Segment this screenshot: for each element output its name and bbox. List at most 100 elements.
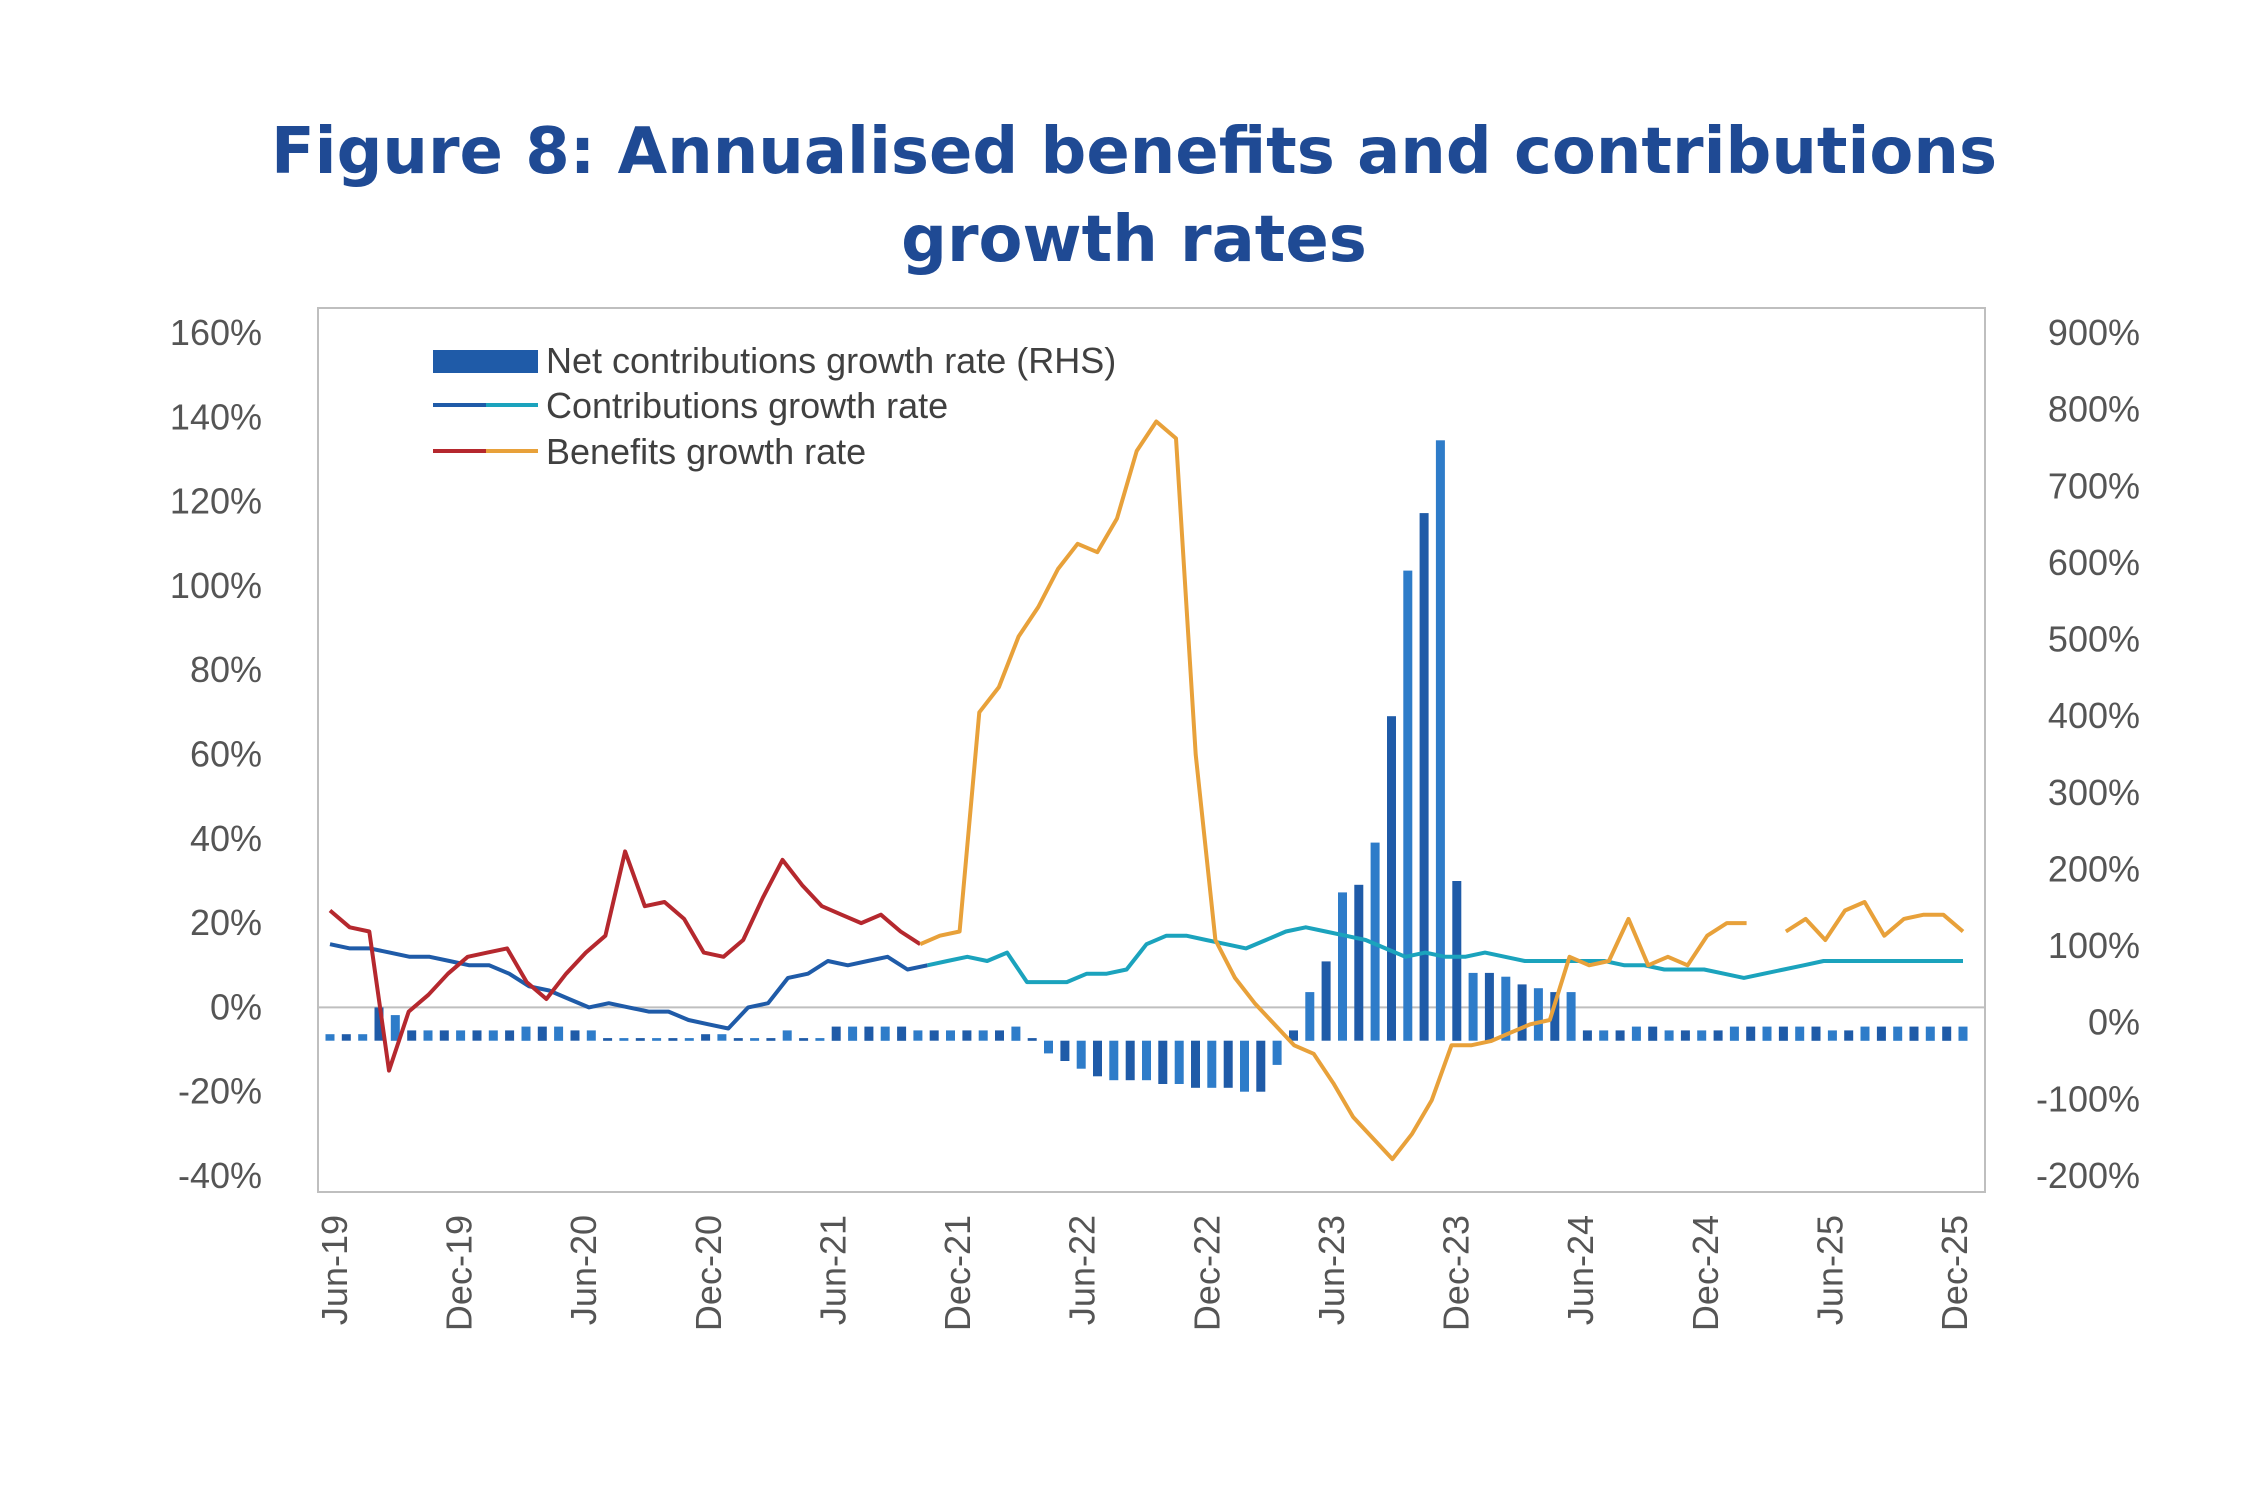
net-contributions-bar xyxy=(1321,961,1331,1041)
net-contributions-bar xyxy=(1305,992,1315,1041)
contributions-growth-line xyxy=(329,942,928,1031)
legend-swatch-net-contributions xyxy=(433,350,538,373)
y-left-tick-label: 60% xyxy=(190,734,262,775)
y-left-tick-label: 20% xyxy=(190,902,262,943)
net-contributions-bar xyxy=(1076,1040,1086,1069)
chart-title: Figure 8: Annualised benefits and contri… xyxy=(0,108,2268,284)
net-contributions-bar xyxy=(554,1026,564,1041)
net-contributions-bar xyxy=(423,1030,433,1041)
net-contributions-bar xyxy=(1174,1040,1184,1084)
net-contributions-bar xyxy=(684,1038,694,1041)
net-contributions-bar xyxy=(1893,1026,1903,1041)
net-contributions-bar xyxy=(1354,884,1364,1041)
net-contributions-bar xyxy=(897,1026,907,1041)
net-contributions-bar xyxy=(1615,1030,1625,1041)
net-contributions-bar xyxy=(505,1030,515,1041)
x-tick-label: Jun-19 xyxy=(314,1215,355,1325)
net-contributions-bar xyxy=(374,1007,384,1041)
y-right-tick-label: 500% xyxy=(2048,619,2140,660)
benefits-growth-line xyxy=(328,849,922,1073)
net-contributions-bar xyxy=(603,1038,613,1041)
net-contributions-bar xyxy=(1158,1040,1168,1084)
legend-label-benefits: Benefits growth rate xyxy=(546,431,866,472)
net-contributions-bar xyxy=(1909,1026,1919,1041)
legend-label-net-contributions: Net contributions growth rate (RHS) xyxy=(546,340,1116,381)
net-contributions-bar xyxy=(1517,984,1527,1041)
y-right-tick-label: 300% xyxy=(2048,772,2140,813)
net-contributions-bar xyxy=(488,1030,498,1041)
net-contributions-bar xyxy=(1729,1026,1739,1041)
legend-label-contributions: Contributions growth rate xyxy=(546,385,948,426)
net-contributions-bar xyxy=(570,1030,580,1041)
y-left-tick-label: 140% xyxy=(170,396,262,437)
x-tick-label: Dec-21 xyxy=(937,1215,978,1331)
x-tick-label: Dec-25 xyxy=(1934,1215,1975,1331)
y-right-tick-label: 400% xyxy=(2048,695,2140,736)
net-contributions-bar xyxy=(1697,1030,1707,1041)
x-tick-label: Dec-23 xyxy=(1436,1215,1477,1331)
net-contributions-bar xyxy=(1778,1026,1788,1041)
net-contributions-bar xyxy=(733,1038,743,1041)
net-contributions-bar xyxy=(1142,1040,1151,1081)
net-contributions-bar xyxy=(1338,892,1347,1041)
net-contributions-bar xyxy=(1942,1026,1952,1041)
contributions-growth-line xyxy=(926,925,1963,985)
net-contributions-bar xyxy=(1403,570,1413,1041)
net-contributions-bar xyxy=(1550,992,1560,1041)
net-contributions-bar xyxy=(1958,1026,1968,1041)
net-contributions-bar xyxy=(1533,988,1543,1041)
net-contributions-bar xyxy=(1223,1040,1233,1088)
net-contributions-bar xyxy=(913,1030,923,1041)
net-contributions-bar xyxy=(1011,1026,1021,1041)
chart-title-line-2: growth rates xyxy=(901,203,1367,277)
net-contributions-bar xyxy=(635,1038,645,1041)
net-contributions-bar xyxy=(1827,1030,1837,1041)
net-contributions-bar xyxy=(766,1038,776,1041)
y-right-tick-label: 900% xyxy=(2048,312,2140,353)
y-left-tick-label: -40% xyxy=(178,1155,262,1196)
net-contributions-bar xyxy=(1207,1040,1217,1088)
net-contributions-bar xyxy=(652,1038,662,1041)
net-contributions-bar xyxy=(1501,976,1511,1041)
x-tick-label: Jun-23 xyxy=(1311,1215,1352,1325)
net-contributions-bar xyxy=(586,1030,596,1041)
y-right-tick-label: -200% xyxy=(2036,1155,2140,1196)
net-contributions-bar xyxy=(1746,1026,1756,1041)
x-tick-label: Jun-24 xyxy=(1560,1215,1601,1325)
net-contributions-bar xyxy=(456,1030,466,1041)
net-contributions-bar xyxy=(1876,1026,1886,1041)
net-contributions-bar xyxy=(1256,1040,1266,1092)
net-contributions-bar xyxy=(1109,1040,1119,1081)
y-left-tick-label: 120% xyxy=(170,481,262,522)
y-right-tick-label: 200% xyxy=(2048,849,2140,890)
net-contributions-bar xyxy=(701,1034,711,1041)
net-contributions-bar xyxy=(1272,1040,1282,1065)
y-left-tick-label: 100% xyxy=(170,565,262,606)
net-contributions-bar xyxy=(1860,1026,1870,1041)
net-contributions-bar xyxy=(962,1030,972,1041)
y-left-tick-label: 160% xyxy=(170,312,262,353)
x-tick-label: Dec-20 xyxy=(688,1215,729,1331)
x-tick-label: Jun-21 xyxy=(813,1215,854,1325)
net-contributions-bar xyxy=(325,1034,335,1041)
net-contributions-bar xyxy=(1191,1040,1200,1088)
benefits-growth-line xyxy=(919,419,1747,1162)
net-contributions-bar xyxy=(358,1034,368,1041)
y-left-tick-label: 0% xyxy=(210,986,262,1027)
chart-legend: Net contributions growth rate (RHS) Cont… xyxy=(433,340,1116,472)
net-contributions-bar xyxy=(1468,972,1478,1041)
net-contributions-bar xyxy=(1387,716,1396,1041)
y-left-tick-label: 80% xyxy=(190,649,262,690)
net-contributions-bar xyxy=(439,1030,449,1041)
net-contributions-bar xyxy=(1664,1030,1674,1041)
net-contributions-bar xyxy=(1762,1026,1772,1041)
x-tick-label: Dec-19 xyxy=(439,1215,480,1331)
net-contributions-bar xyxy=(978,1030,988,1041)
x-tick-label: Jun-22 xyxy=(1062,1215,1103,1325)
net-contributions-bar xyxy=(831,1026,841,1041)
net-contributions-bar xyxy=(1289,1030,1298,1041)
net-contributions-bar xyxy=(1452,881,1462,1041)
net-contributions-bar xyxy=(1093,1040,1102,1077)
x-tick-label: Dec-22 xyxy=(1186,1215,1227,1331)
